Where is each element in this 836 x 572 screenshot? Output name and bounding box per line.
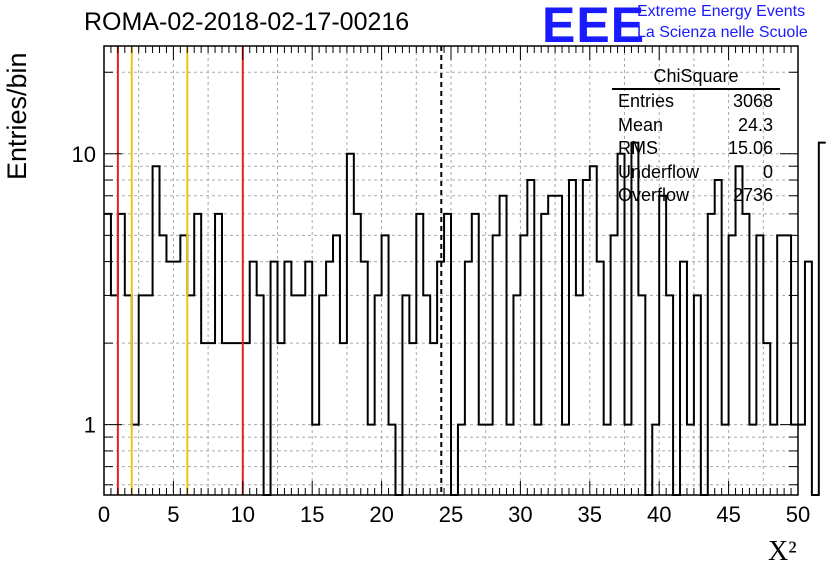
vertical-marker-lines (116, 46, 443, 495)
eee-logo-mark: EEE (542, 0, 646, 53)
x-tick-label: 40 (647, 502, 671, 527)
y-tick-label: 1 (84, 413, 96, 438)
stats-row-entries: Entries 3068 (612, 90, 780, 114)
stats-value: 3068 (732, 91, 773, 111)
stats-label: Entries (618, 91, 675, 111)
stats-value: 15.06 (727, 138, 773, 158)
x-tick-label: 15 (300, 502, 324, 527)
x-tick-label: 50 (786, 502, 810, 527)
stats-box: ChiSquare Entries 3068 Mean 24.3 RMS 15.… (612, 66, 780, 208)
x-tick-label: 0 (98, 502, 110, 527)
x-tick-label: 35 (578, 502, 602, 527)
stats-title: ChiSquare (612, 66, 780, 90)
chart-title: ROMA-02-2018-02-17-00216 (84, 8, 410, 36)
stats-label: Underflow (618, 161, 700, 182)
stats-value: 2736 (732, 185, 773, 205)
logo-line-1: Extreme Energy Events (637, 3, 806, 20)
logo-line-2: La Scienza nelle Scuole (637, 24, 808, 41)
x-tick-label: 10 (231, 502, 255, 527)
x-tick-label: 45 (716, 502, 740, 527)
stats-value: 0 (762, 161, 773, 182)
stats-label: Overflow (618, 185, 690, 205)
x-tick-label: 25 (439, 502, 463, 527)
stats-value: 24.3 (737, 114, 773, 135)
stats-label: Mean (618, 114, 664, 135)
axes: 0 5 10 15 20 25 30 35 40 45 50 1 10 (72, 45, 810, 527)
y-tick-label: 10 (72, 142, 96, 167)
grid-lines (104, 46, 798, 495)
stats-row-mean: Mean 24.3 (612, 114, 780, 138)
x-tick-label: 20 (369, 502, 393, 527)
stats-row-underflow: Underflow 0 (612, 161, 780, 185)
stats-row-overflow: Overflow 2736 (612, 184, 780, 208)
stats-label: RMS (618, 138, 658, 158)
x-tick-label: 5 (167, 502, 179, 527)
stats-row-rms: RMS 15.06 (612, 137, 780, 161)
x-axis-label: X² (768, 536, 797, 567)
x-tick-label: 30 (508, 502, 532, 527)
